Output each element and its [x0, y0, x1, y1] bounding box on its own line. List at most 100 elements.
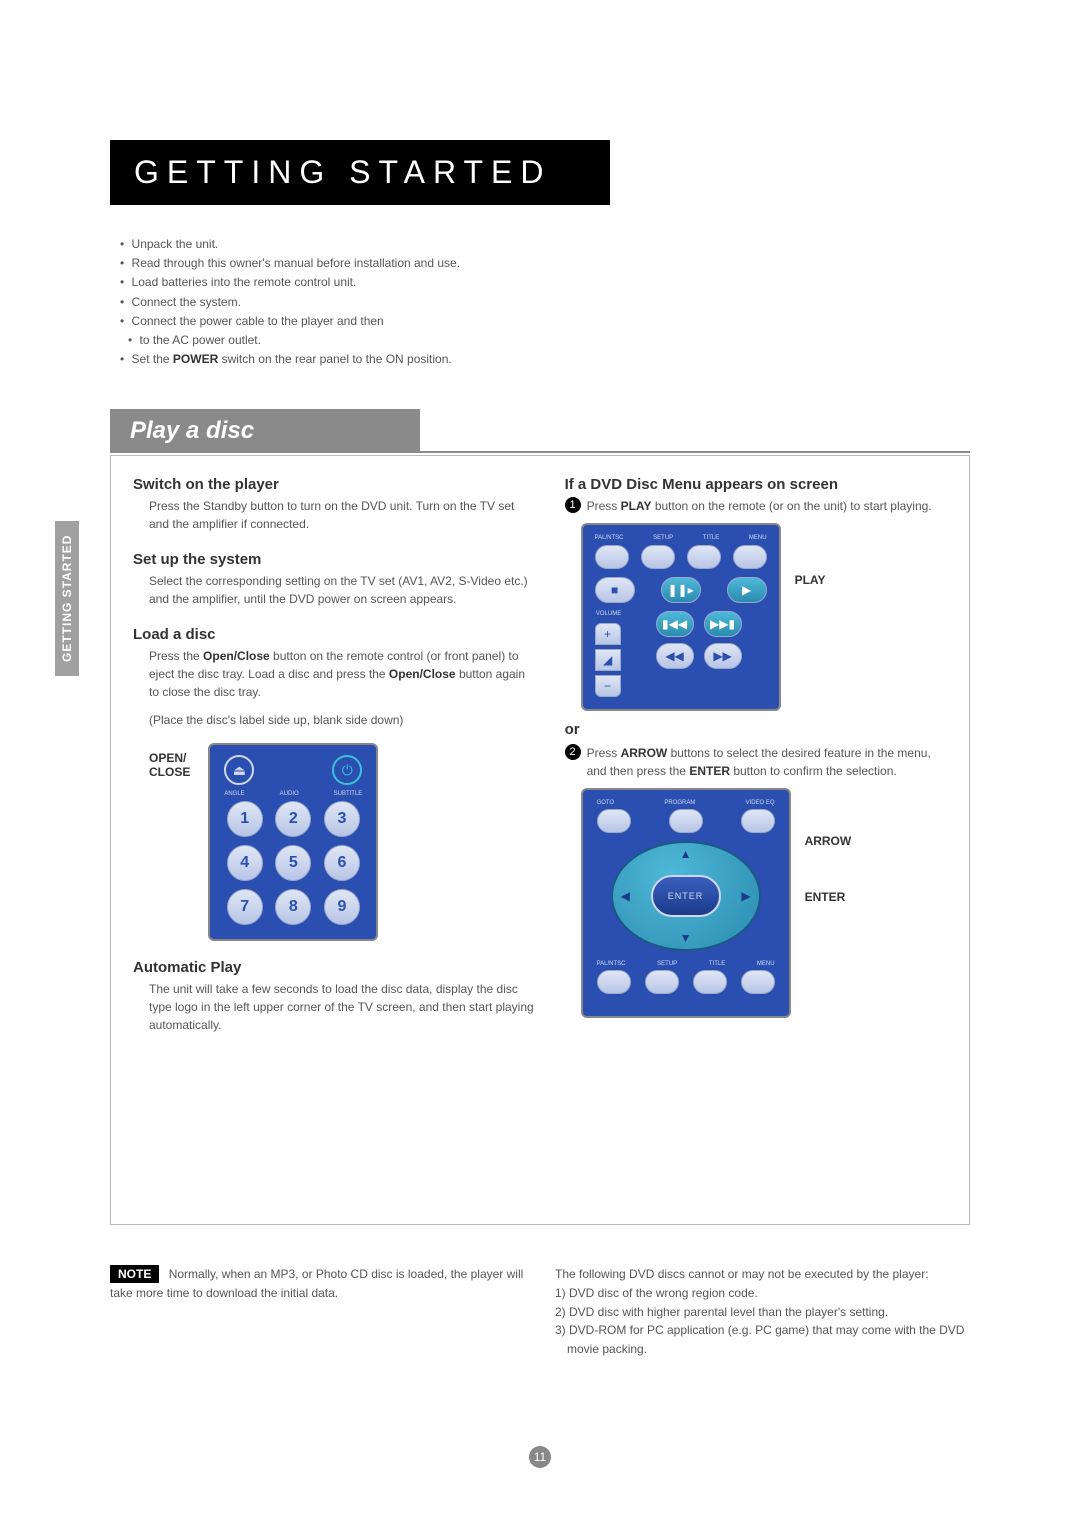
r3-top-btn — [669, 809, 703, 833]
page-title: GETTING STARTED — [134, 154, 552, 190]
num-button: 6 — [324, 845, 360, 881]
intro-item-indent: to the AC power outlet. — [128, 331, 970, 350]
r3-label: VIDEO EQ — [746, 800, 775, 806]
auto-text: The unit will take a few seconds to load… — [149, 980, 535, 1034]
prev-icon: ▮◀◀ — [656, 611, 694, 637]
vol-up-icon: + — [595, 623, 621, 645]
load-text2: (Place the disc's label side up, blank s… — [149, 711, 535, 729]
intro-item: Set the POWER switch on the rear panel t… — [120, 350, 970, 369]
note-right-item: 2) DVD disc with higher parental level t… — [555, 1303, 970, 1322]
note-right-item: 3) DVD-ROM for PC application (e.g. PC g… — [555, 1321, 970, 1358]
section-head-line — [420, 409, 970, 453]
speaker-icon: ◢ — [595, 649, 621, 671]
side-tab: GETTING STARTED — [55, 521, 79, 676]
note-left: NOTE Normally, when an MP3, or Photo CD … — [110, 1265, 525, 1358]
arrow-down-icon: ▼ — [680, 931, 692, 945]
content-box: GETTING STARTED Switch on the player Pre… — [110, 455, 970, 1225]
note-badge: NOTE — [110, 1265, 159, 1283]
note-right: The following DVD discs cannot or may no… — [555, 1265, 970, 1358]
arrow-pad: ▲ ▼ ◀ ▶ ENTER — [611, 841, 761, 951]
r2-label: PAL/NTSC — [595, 535, 624, 541]
arrow-label: ARROW — [805, 834, 852, 848]
r2-label: MENU — [749, 535, 767, 541]
intro-item: Connect the power cable to the player an… — [120, 312, 970, 331]
eject-icon: ⏏ — [224, 755, 254, 785]
num-button: 5 — [275, 845, 311, 881]
remote1-label: ANGLE — [224, 791, 244, 797]
menu-heading: If a DVD Disc Menu appears on screen — [565, 476, 947, 493]
load-heading: Load a disc — [133, 626, 535, 643]
step1-text: Press PLAY button on the remote (or on t… — [587, 497, 932, 515]
r3-label: SETUP — [657, 961, 677, 967]
r3-label: MENU — [757, 961, 775, 967]
intro-item: Connect the system. — [120, 293, 970, 312]
num-button: 8 — [275, 889, 311, 925]
step2-text: Press ARROW buttons to select the desire… — [587, 744, 947, 780]
remote1-wrap: OPEN/ CLOSE ⏏ ⏻ ANGLE AUDIO SUBTITLE 1 2 — [149, 743, 535, 941]
r3-top-btn — [597, 809, 631, 833]
page-number: 11 — [529, 1446, 551, 1468]
num-button: 4 — [227, 845, 263, 881]
num-button: 3 — [324, 801, 360, 837]
intro-item: Read through this owner's manual before … — [120, 254, 970, 273]
r2-top-btn — [733, 545, 767, 569]
enter-button: ENTER — [651, 875, 721, 917]
power-icon: ⏻ — [332, 755, 362, 785]
play-label: PLAY — [795, 573, 826, 587]
r3-label: TITLE — [709, 961, 725, 967]
r3-bot-btn — [645, 970, 679, 994]
r3-label: PROGRAM — [664, 800, 695, 806]
remote-playback: PAL/NTSC SETUP TITLE MENU ■ ❚❚▸ — [581, 523, 781, 711]
r3-bot-btn — [693, 970, 727, 994]
r3-label: GOTO — [597, 800, 615, 806]
r3-bot-btn — [597, 970, 631, 994]
switch-on-text: Press the Standby button to turn on the … — [149, 497, 535, 533]
play-icon: ▶ — [727, 577, 767, 603]
section-heading: Play a disc — [110, 409, 420, 453]
enter-label: ENTER — [805, 890, 852, 904]
r2-label: SETUP — [653, 535, 673, 541]
volume-label: VOLUME — [595, 611, 623, 617]
num-button: 7 — [227, 889, 263, 925]
vol-down-icon: − — [595, 675, 621, 697]
section-head-row: Play a disc — [110, 409, 970, 453]
page-title-bar: GETTING STARTED — [110, 140, 610, 205]
note-left-text: Normally, when an MP3, or Photo CD disc … — [110, 1267, 523, 1300]
remote-keypad: ⏏ ⏻ ANGLE AUDIO SUBTITLE 1 2 3 4 5 6 — [208, 743, 378, 941]
stop-icon: ■ — [595, 577, 635, 603]
note-right-item: 1) DVD disc of the wrong region code. — [555, 1284, 970, 1303]
setup-heading: Set up the system — [133, 551, 535, 568]
num-button: 9 — [324, 889, 360, 925]
arrow-right-icon: ▶ — [741, 889, 750, 903]
r3-bot-btn — [741, 970, 775, 994]
right-column: If a DVD Disc Menu appears on screen 1 P… — [565, 476, 947, 1034]
r3-label: PAL/NTSC — [597, 961, 626, 967]
or-label: or — [565, 721, 947, 738]
num-button: 1 — [227, 801, 263, 837]
intro-item: Unpack the unit. — [120, 235, 970, 254]
remote-navigation: GOTO PROGRAM VIDEO EQ ▲ ▼ ◀ ▶ — [581, 788, 791, 1018]
r2-top-btn — [641, 545, 675, 569]
left-column: Switch on the player Press the Standby b… — [133, 476, 535, 1034]
r2-top-btn — [687, 545, 721, 569]
rewind-icon: ◀◀ — [656, 643, 694, 669]
step-number-2: 2 — [565, 744, 581, 760]
note-section: NOTE Normally, when an MP3, or Photo CD … — [110, 1265, 970, 1358]
ffwd-icon: ▶▶ — [704, 643, 742, 669]
pause-icon: ❚❚▸ — [661, 577, 701, 603]
intro-list: Unpack the unit. Read through this owner… — [120, 235, 970, 369]
load-text1: Press the Open/Close button on the remot… — [149, 647, 535, 701]
r2-top-btn — [595, 545, 629, 569]
intro-item: Load batteries into the remote control u… — [120, 273, 970, 292]
r2-label: TITLE — [703, 535, 719, 541]
remote1-label: AUDIO — [280, 791, 299, 797]
remote1-label: SUBTITLE — [334, 791, 363, 797]
open-close-label: OPEN/ CLOSE — [149, 751, 190, 779]
num-button: 2 — [275, 801, 311, 837]
arrow-up-icon: ▲ — [680, 847, 692, 861]
step-number-1: 1 — [565, 497, 581, 513]
r3-top-btn — [741, 809, 775, 833]
setup-text: Select the corresponding setting on the … — [149, 572, 535, 608]
arrow-left-icon: ◀ — [621, 889, 630, 903]
next-icon: ▶▶▮ — [704, 611, 742, 637]
